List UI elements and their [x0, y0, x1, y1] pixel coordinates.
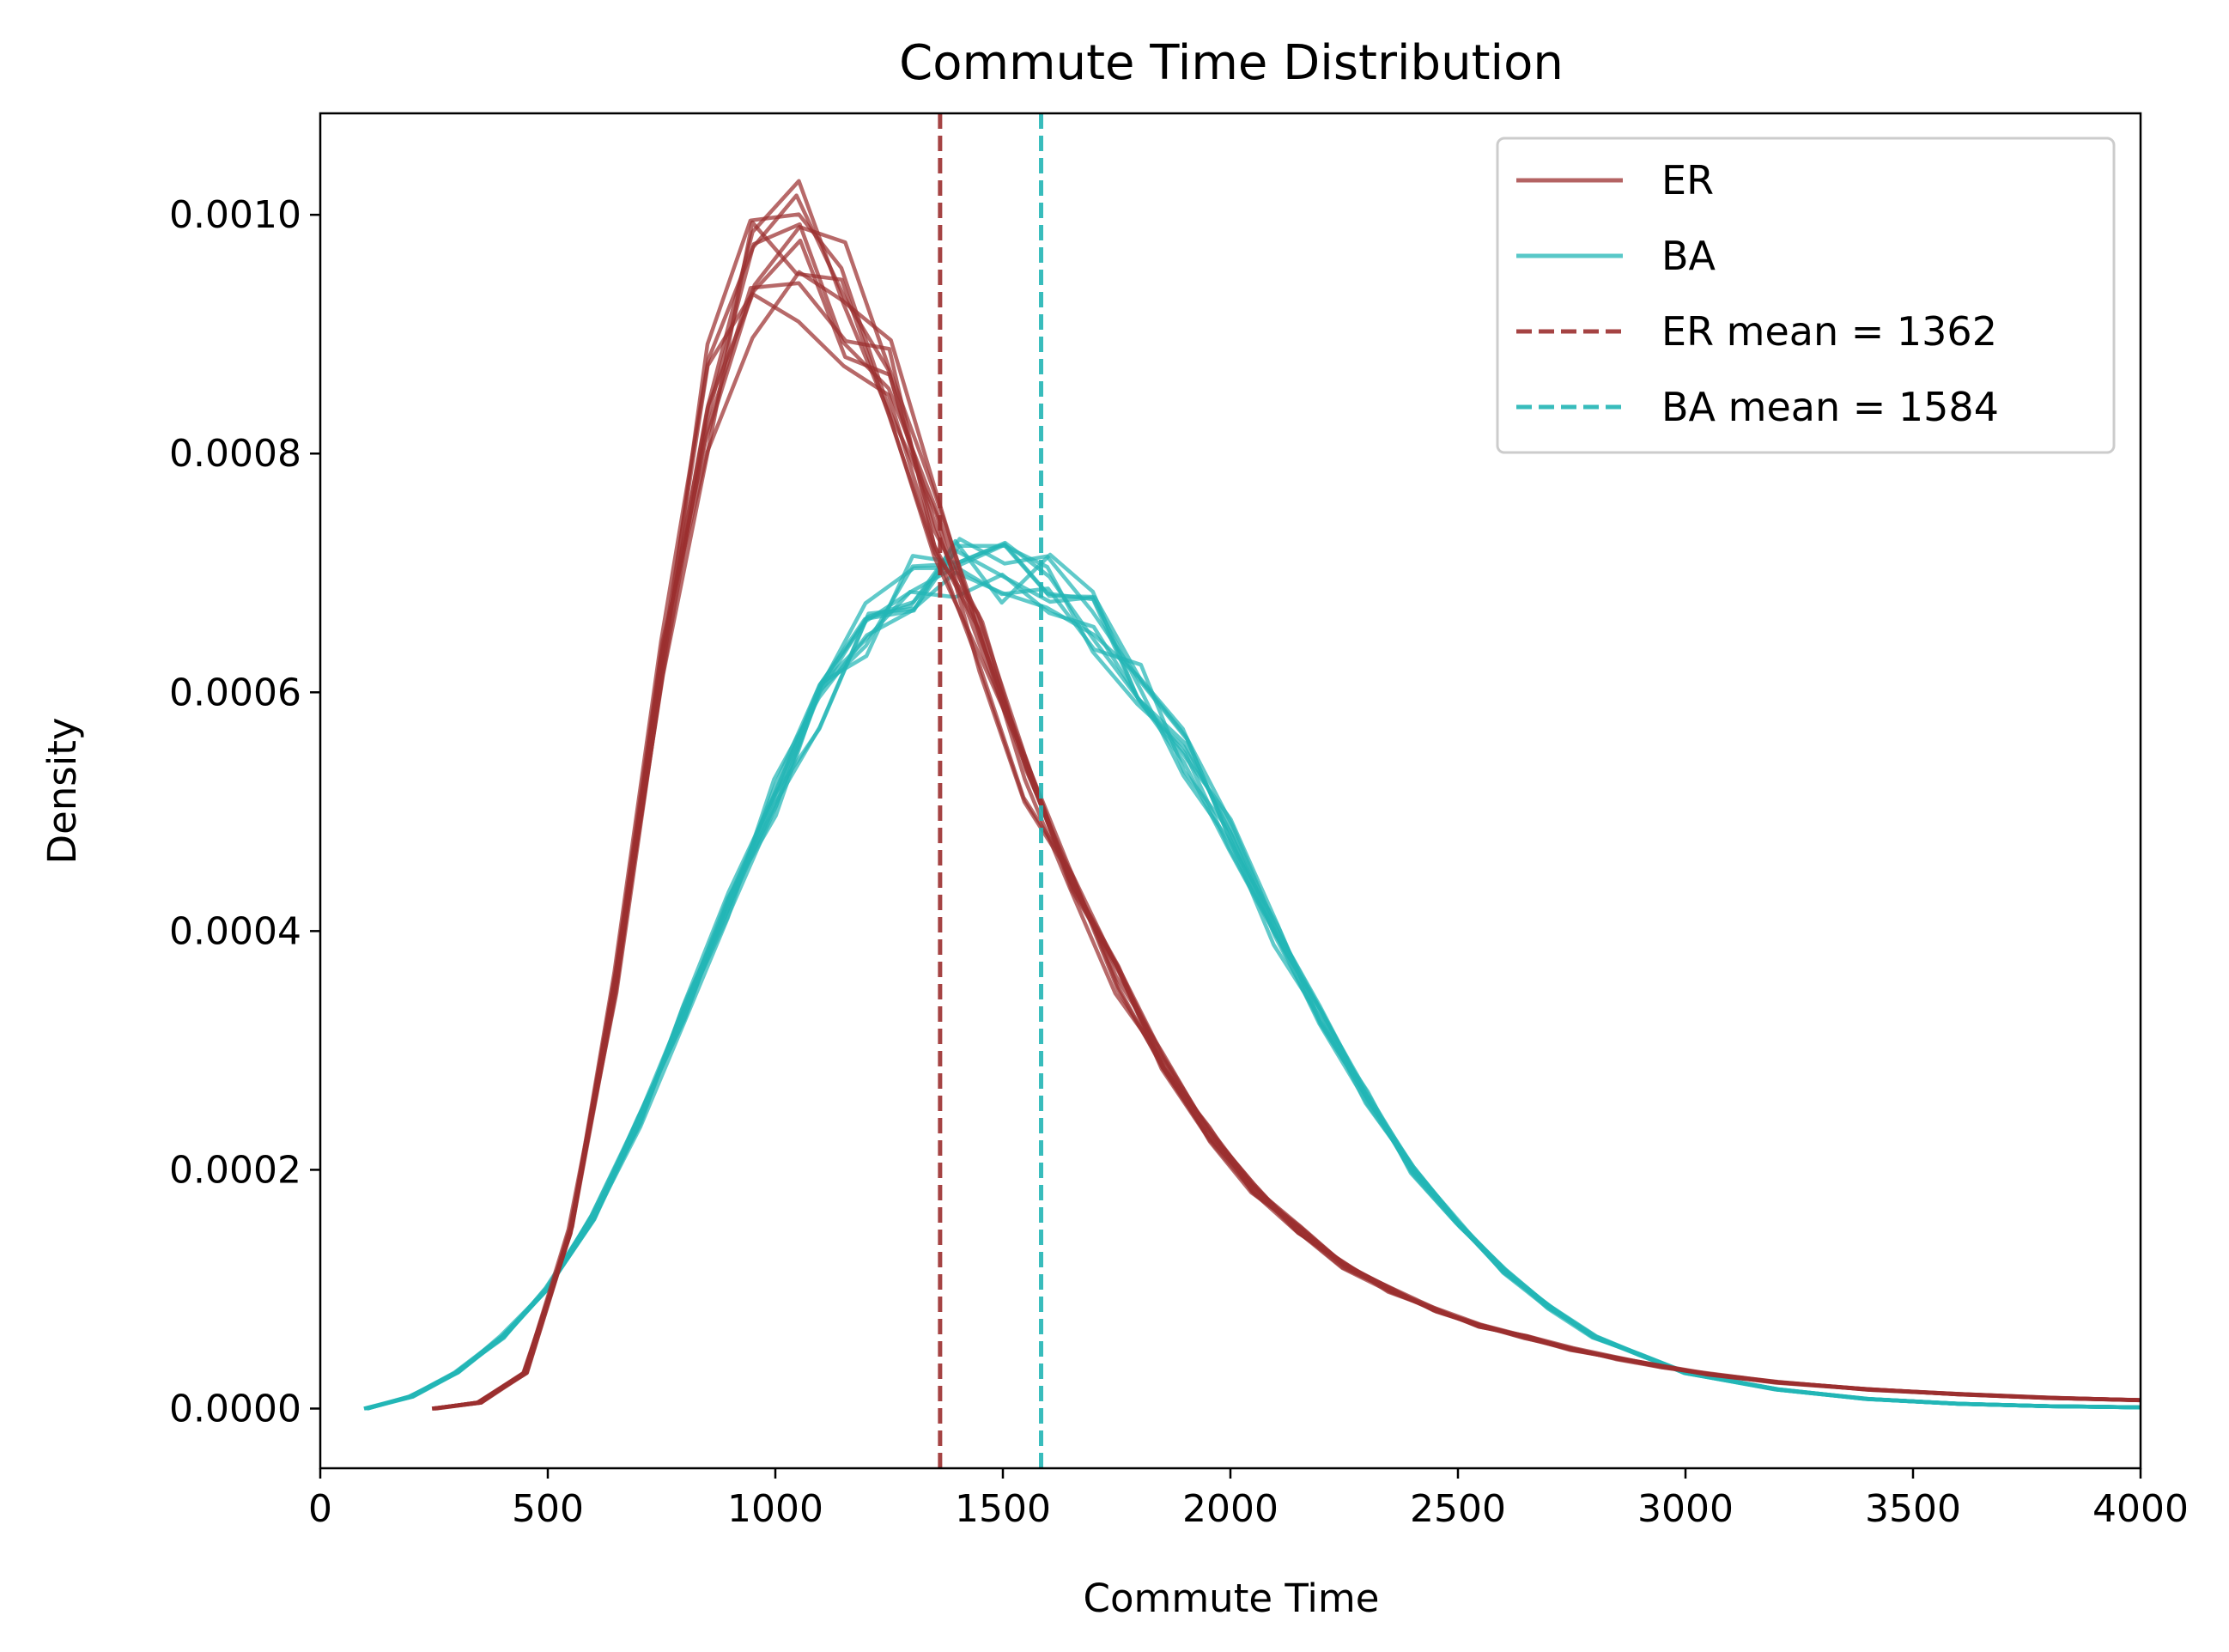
plot-area — [363, 179, 2141, 1411]
x-tick-label: 4000 — [2092, 1487, 2189, 1531]
x-tick-label: 2500 — [1410, 1487, 1506, 1531]
y-tick-label: 0.0010 — [169, 193, 301, 237]
x-tick-label: 0 — [308, 1487, 332, 1531]
chart-title: Commute Time Distribution — [899, 35, 1564, 91]
legend: ER BA ER mean = 1362 BA mean = 1584 — [1496, 137, 2116, 454]
x-axis: 0 500 1000 1500 2000 2500 3000 3500 4000 — [308, 1468, 2189, 1531]
series-line-er-run-10 — [433, 212, 2141, 1411]
y-axis-label: Density — [39, 717, 85, 864]
x-tick-label: 1000 — [727, 1487, 823, 1531]
x-tick-label: 1500 — [955, 1487, 1051, 1531]
x-tick-label: 3500 — [1865, 1487, 1961, 1531]
y-tick-label: 0.0000 — [169, 1387, 301, 1430]
legend-label-ba: BA — [1661, 233, 1716, 279]
legend-label-ba-mean: BA mean = 1584 — [1661, 384, 1999, 430]
series-line-ba-run-10 — [366, 540, 2141, 1411]
y-tick-label: 0.0002 — [169, 1148, 301, 1192]
x-tick-label: 2000 — [1182, 1487, 1278, 1531]
y-tick-label: 0.0006 — [169, 671, 301, 714]
legend-frame — [1496, 137, 2116, 454]
mean-lines — [938, 113, 1044, 1468]
y-axis: 0.0000 0.0002 0.0004 0.0006 0.0008 0.0010 — [169, 193, 320, 1430]
y-tick-label: 0.0004 — [169, 909, 301, 953]
legend-label-er-mean: ER mean = 1362 — [1661, 308, 1997, 355]
x-tick-label: 3000 — [1637, 1487, 1734, 1531]
x-axis-label: Commute Time — [1084, 1576, 1380, 1621]
y-tick-label: 0.0008 — [169, 432, 301, 476]
legend-label-er: ER — [1661, 157, 1714, 203]
x-tick-label: 500 — [512, 1487, 584, 1531]
